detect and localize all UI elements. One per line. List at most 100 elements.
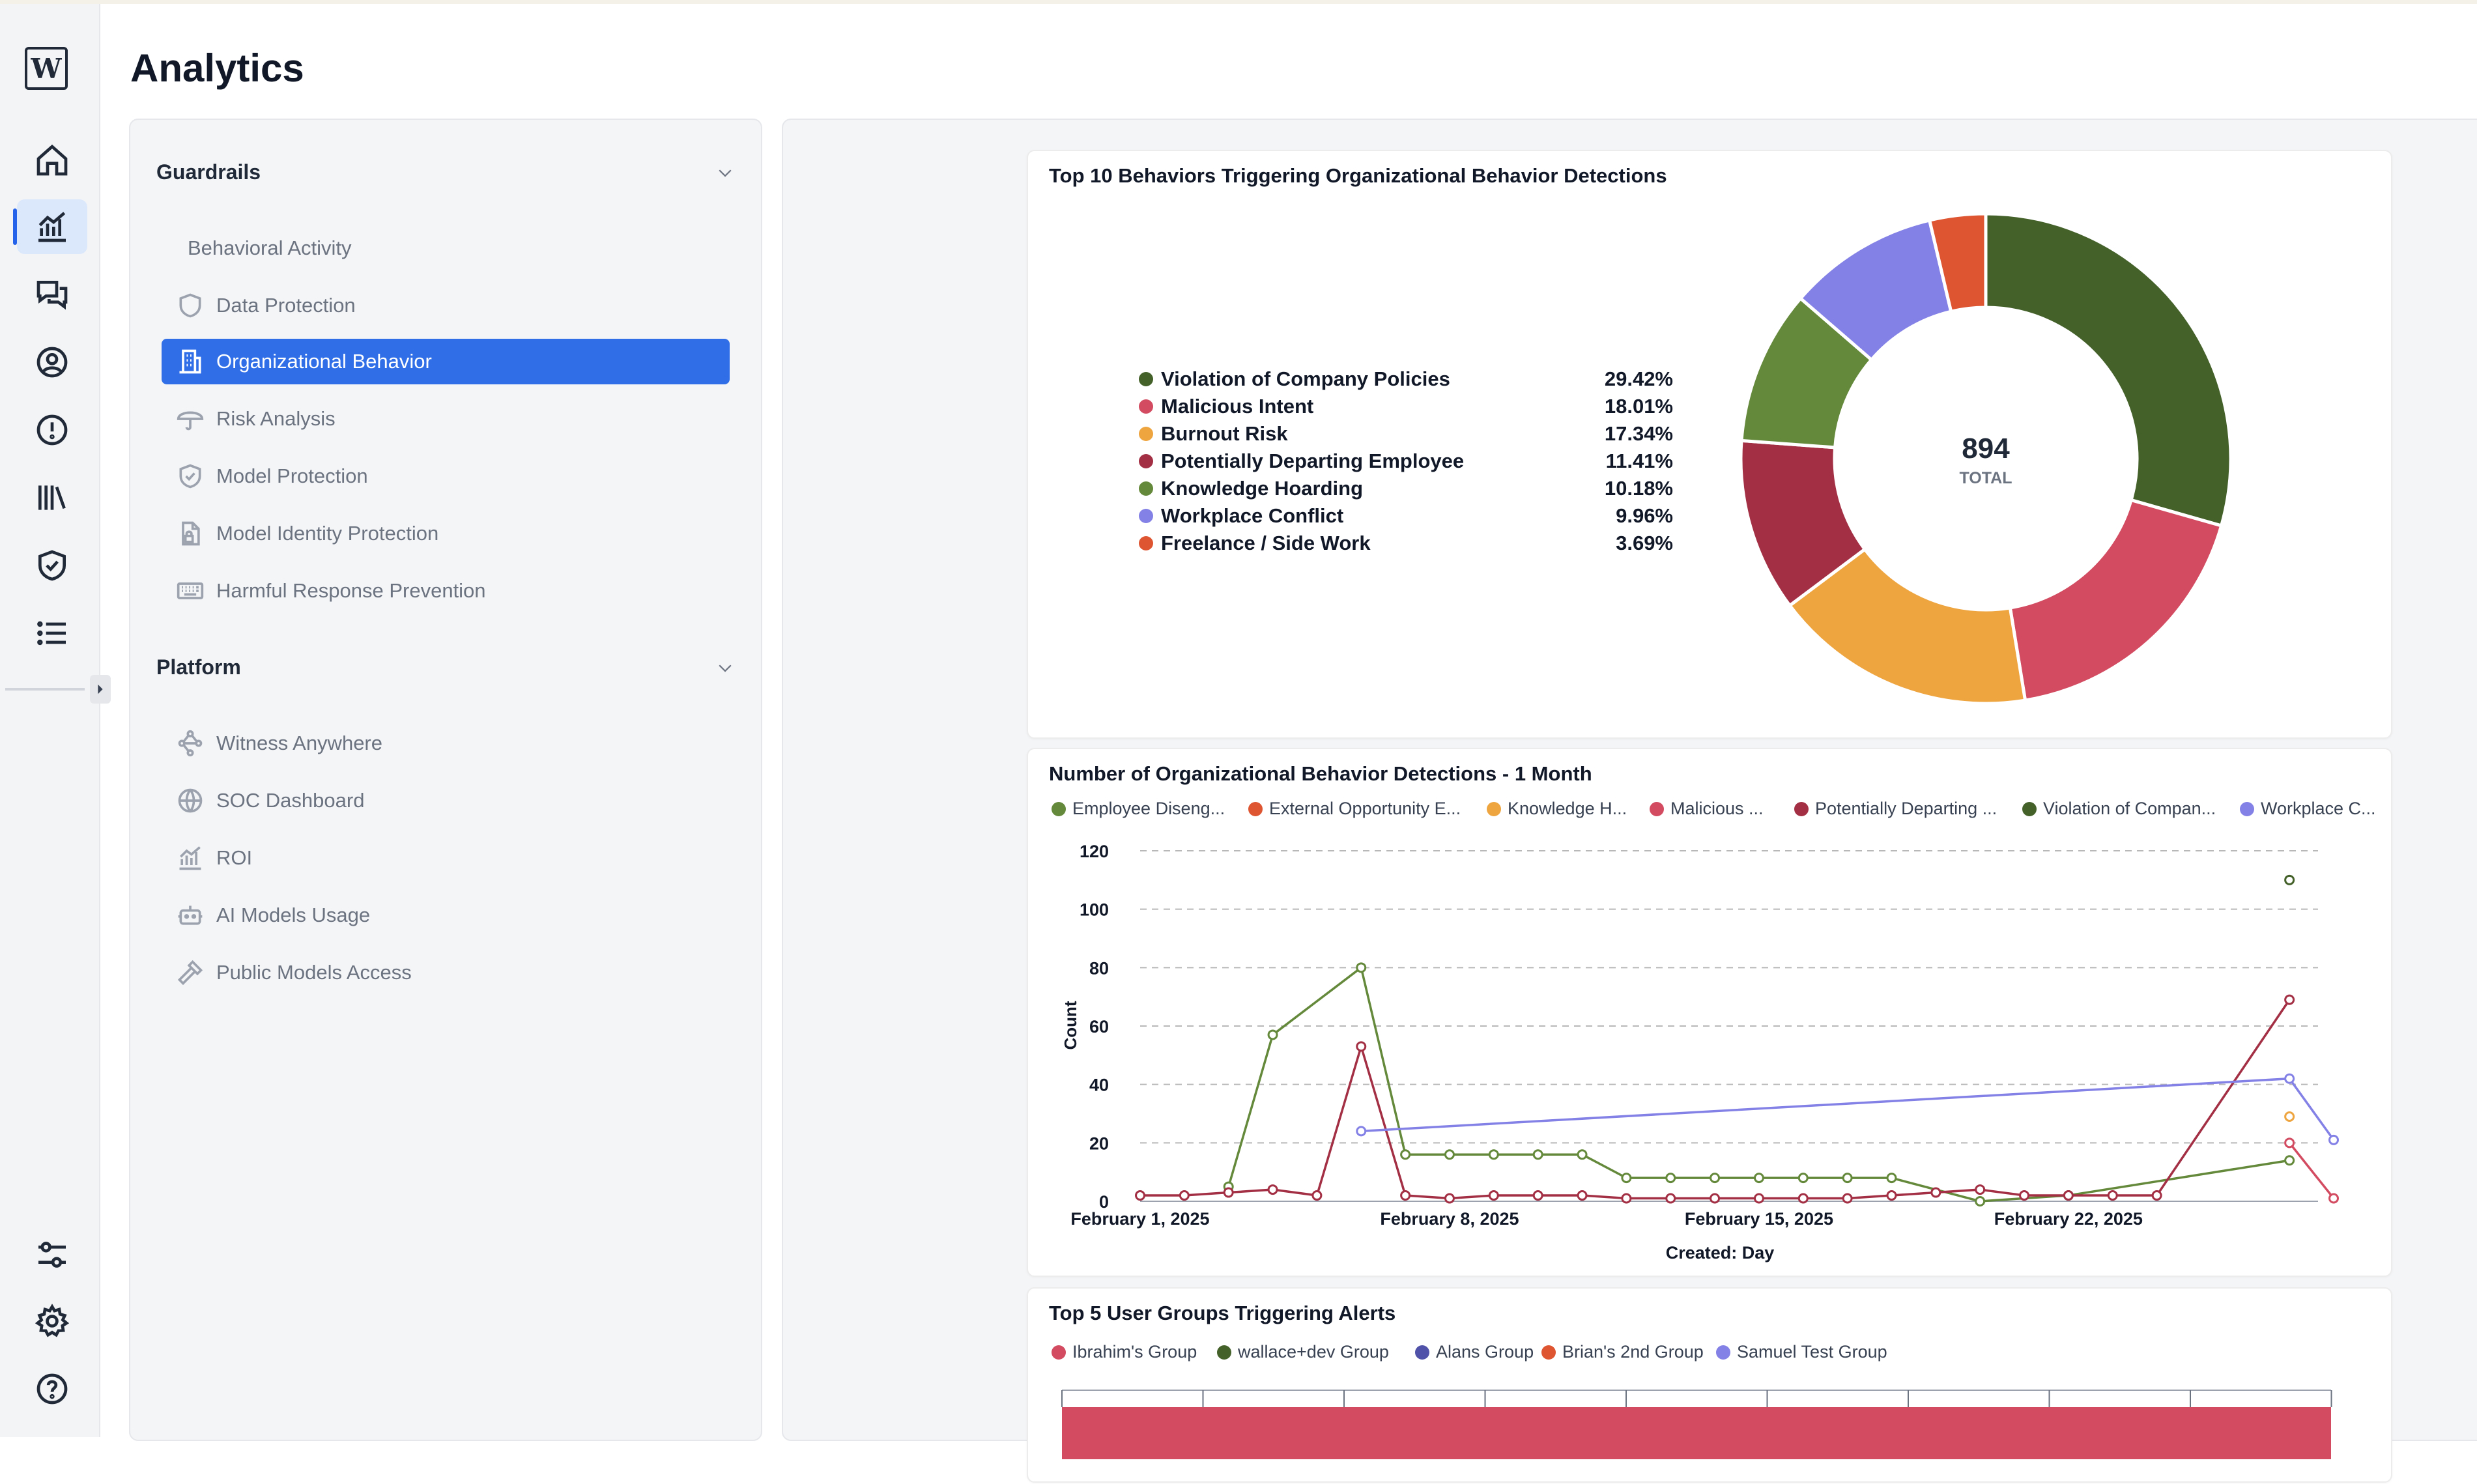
nav-item-model-protection[interactable]: Model Protection: [162, 453, 730, 499]
groups-legend-item[interactable]: Samuel Test Group: [1716, 1342, 1887, 1362]
donut-legend-item[interactable]: Malicious Intent: [1139, 395, 1313, 418]
data-point[interactable]: [1753, 1193, 1764, 1204]
data-point[interactable]: [1886, 1173, 1897, 1184]
data-point[interactable]: [2151, 1190, 2162, 1201]
data-point[interactable]: [1975, 1184, 1986, 1195]
list-icon[interactable]: [17, 606, 87, 661]
data-point[interactable]: [1753, 1173, 1764, 1184]
data-point[interactable]: [1179, 1190, 1190, 1201]
data-point[interactable]: [2063, 1190, 2074, 1201]
nav-item-public-models-access[interactable]: Public Models Access: [162, 950, 730, 995]
nav-item-organizational-behavior[interactable]: Organizational Behavior: [162, 339, 730, 384]
nav-item-roi[interactable]: ROI: [162, 835, 730, 881]
series-line[interactable]: [2288, 1142, 2335, 1199]
line-legend-item[interactable]: Knowledge H...: [1487, 799, 1627, 819]
series-line[interactable]: [1140, 999, 2291, 1200]
data-point[interactable]: [1797, 1193, 1809, 1204]
data-point[interactable]: [2019, 1190, 2030, 1201]
data-point[interactable]: [2328, 1193, 2339, 1204]
library-icon[interactable]: [17, 470, 87, 525]
data-point[interactable]: [1577, 1190, 1588, 1201]
home-icon[interactable]: [17, 133, 87, 188]
nav-item-soc-dashboard[interactable]: SOC Dashboard: [162, 778, 730, 823]
data-point[interactable]: [1577, 1149, 1588, 1160]
nav-item-witness-anywhere[interactable]: Witness Anywhere: [162, 721, 730, 766]
data-point[interactable]: [1135, 1190, 1145, 1201]
data-point[interactable]: [1400, 1149, 1411, 1160]
data-point[interactable]: [1930, 1187, 1941, 1198]
rail-expand-toggle[interactable]: [90, 675, 111, 704]
data-point[interactable]: [1621, 1173, 1632, 1184]
donut-slice[interactable]: [1984, 212, 2233, 528]
data-point[interactable]: [1797, 1173, 1809, 1184]
user-circle-icon[interactable]: [17, 335, 87, 390]
data-point[interactable]: [2284, 1137, 2295, 1149]
nav-item-model-identity-protection[interactable]: Model Identity Protection: [162, 511, 730, 556]
groups-legend-item[interactable]: Brian's 2nd Group: [1541, 1342, 1704, 1362]
donut-legend-item[interactable]: Freelance / Side Work: [1139, 532, 1371, 555]
data-point[interactable]: [2107, 1190, 2118, 1201]
nav-item-data-protection[interactable]: Data Protection: [162, 283, 730, 328]
donut-legend-item[interactable]: Violation of Company Policies: [1139, 367, 1450, 391]
nav-item-risk-analysis[interactable]: Risk Analysis: [162, 396, 730, 442]
data-point[interactable]: [1488, 1190, 1499, 1201]
bar-ibrahims-group[interactable]: [1062, 1407, 2331, 1459]
data-point[interactable]: [1532, 1190, 1543, 1201]
data-point[interactable]: [1267, 1029, 1278, 1040]
data-point[interactable]: [1356, 962, 1367, 973]
data-point[interactable]: [1621, 1193, 1632, 1204]
data-point[interactable]: [1665, 1193, 1676, 1204]
data-point[interactable]: [1223, 1187, 1234, 1198]
alert-icon[interactable]: [17, 403, 87, 457]
data-point[interactable]: [2328, 1134, 2339, 1145]
groups-legend-item[interactable]: wallace+dev Group: [1217, 1342, 1389, 1362]
donut-legend-item[interactable]: Burnout Risk: [1139, 422, 1288, 446]
series-line[interactable]: [1227, 965, 2290, 1203]
data-point[interactable]: [1886, 1190, 1897, 1201]
donut-legend-item[interactable]: Workplace Conflict: [1139, 504, 1343, 528]
data-point[interactable]: [1400, 1190, 1411, 1201]
gear-icon[interactable]: [17, 1294, 87, 1348]
section-platform-label[interactable]: Platform: [156, 655, 241, 679]
data-point[interactable]: [1488, 1149, 1499, 1160]
data-point[interactable]: [1710, 1173, 1721, 1184]
line-legend-item[interactable]: External Opportunity E...: [1248, 799, 1461, 819]
groups-legend-item[interactable]: Ibrahim's Group: [1052, 1342, 1197, 1362]
donut-legend-item[interactable]: Knowledge Hoarding: [1139, 477, 1363, 500]
donut-legend-item[interactable]: Potentially Departing Employee: [1139, 449, 1464, 473]
data-point[interactable]: [2284, 1073, 2295, 1084]
line-legend-item[interactable]: Workplace C...: [2240, 799, 2376, 819]
donut-slice[interactable]: [1927, 212, 1988, 314]
chevron-down-icon[interactable]: [715, 658, 735, 678]
data-point[interactable]: [1665, 1173, 1676, 1184]
data-point[interactable]: [1444, 1149, 1455, 1160]
data-point[interactable]: [1356, 1041, 1367, 1052]
data-point[interactable]: [2284, 1111, 2295, 1122]
nav-item-harmful-response-prevention[interactable]: Harmful Response Prevention: [162, 568, 730, 614]
data-point[interactable]: [1444, 1193, 1455, 1204]
section-guardrails-label[interactable]: Guardrails: [156, 160, 261, 184]
data-point[interactable]: [1532, 1149, 1543, 1160]
data-point[interactable]: [1267, 1184, 1278, 1195]
data-point[interactable]: [1311, 1190, 1323, 1201]
chevron-down-icon[interactable]: [715, 163, 735, 182]
donut-slice[interactable]: [2008, 498, 2224, 702]
shield-check-icon[interactable]: [17, 538, 87, 593]
app-logo[interactable]: W: [25, 47, 68, 90]
data-point[interactable]: [1842, 1193, 1853, 1204]
line-legend-item[interactable]: Violation of Compan...: [2022, 799, 2216, 819]
series-line[interactable]: [1361, 1077, 2335, 1141]
line-legend-item[interactable]: Potentially Departing ...: [1794, 799, 1997, 819]
line-legend-item[interactable]: Malicious ...: [1650, 799, 1764, 819]
data-point[interactable]: [2284, 874, 2295, 885]
data-point[interactable]: [1710, 1193, 1721, 1204]
data-point[interactable]: [1975, 1196, 1986, 1206]
data-point[interactable]: [2284, 1155, 2295, 1166]
help-icon[interactable]: [17, 1362, 87, 1416]
data-point[interactable]: [2284, 994, 2295, 1005]
data-point[interactable]: [1842, 1173, 1853, 1184]
groups-legend-item[interactable]: Alans Group: [1415, 1342, 1534, 1362]
chat-icon[interactable]: [17, 267, 87, 322]
analytics-icon[interactable]: [13, 199, 87, 254]
line-legend-item[interactable]: Employee Diseng...: [1052, 799, 1225, 819]
